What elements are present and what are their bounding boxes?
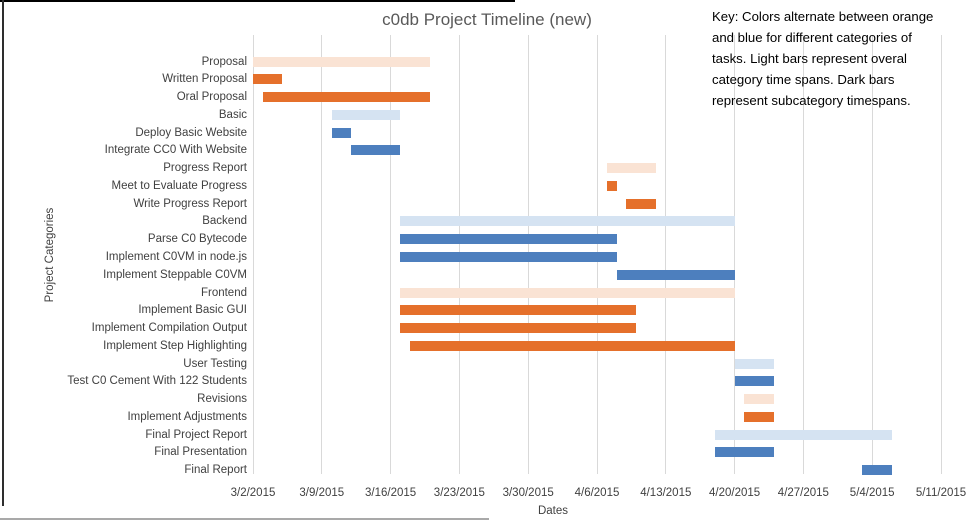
- gantt-bar-subcategory: [351, 145, 401, 156]
- x-tick-label: 4/20/2015: [709, 487, 761, 499]
- gantt-bar-subcategory: [253, 74, 283, 85]
- gantt-bar-category: [714, 429, 892, 440]
- top-border-line: [0, 0, 515, 2]
- gantt-bar-category: [400, 216, 735, 227]
- x-tick-label: 3/16/2015: [365, 487, 417, 499]
- gantt-bar-subcategory: [734, 376, 774, 387]
- legend-key-line: Key: Colors alternate between orange: [712, 9, 934, 24]
- category-label: Deploy Basic Website: [135, 126, 247, 139]
- x-tick-label: 4/13/2015: [640, 487, 692, 499]
- gantt-bar-subcategory: [400, 234, 617, 245]
- gantt-bar-category: [331, 109, 401, 120]
- gantt-bar-category: [734, 358, 774, 369]
- gantt-bar-category: [253, 56, 430, 67]
- legend-key-line: represent subcategory timespans.: [712, 93, 911, 108]
- legend-key-line: tasks. Light bars represent overal: [712, 51, 907, 66]
- gridline: [252, 35, 254, 474]
- gantt-bar-subcategory: [400, 305, 637, 316]
- x-axis-title: Dates: [537, 505, 569, 517]
- category-label: Implement Steppable C0VM: [103, 268, 247, 281]
- category-label: Proposal: [201, 55, 247, 68]
- gantt-bar-category: [400, 287, 735, 298]
- category-label: Backend: [202, 215, 247, 228]
- gantt-bar-subcategory: [714, 447, 774, 458]
- category-label: Implement C0VM in node.js: [105, 251, 247, 263]
- x-tick-label: 4/27/2015: [777, 487, 829, 499]
- gantt-bar-subcategory: [616, 269, 735, 280]
- gridline: [321, 35, 323, 474]
- y-axis-title: Project Categories: [44, 207, 56, 303]
- gantt-bar-subcategory: [862, 465, 892, 476]
- category-label: Basic: [218, 108, 247, 121]
- category-label: Frontend: [200, 286, 247, 299]
- gantt-bar-subcategory: [262, 92, 430, 103]
- gantt-bar-subcategory: [400, 252, 617, 262]
- x-tick-label: 4/6/2015: [574, 487, 620, 499]
- x-tick-label: 3/9/2015: [299, 487, 345, 499]
- category-label: User Testing: [183, 357, 247, 370]
- category-label: Progress Report: [163, 162, 247, 175]
- gantt-bar-category: [606, 163, 656, 174]
- category-label: Implement Basic GUI: [138, 304, 247, 317]
- category-label: Revisions: [197, 393, 247, 406]
- gridline: [802, 35, 804, 474]
- legend-key-line: and blue for different categories of: [712, 30, 912, 45]
- gantt-bar-subcategory: [606, 180, 617, 191]
- category-label: Write Progress Report: [133, 197, 247, 210]
- category-label: Meet to Evaluate Progress: [111, 179, 247, 192]
- x-tick-label: 5/11/2015: [915, 487, 967, 499]
- category-label: Test C0 Cement With 122 Students: [67, 375, 247, 388]
- x-tick-label: 3/23/2015: [433, 487, 485, 499]
- category-label: Implement Adjustments: [127, 410, 247, 423]
- category-label: Parse C0 Bytecode: [147, 233, 247, 246]
- category-label: Oral Proposal: [176, 91, 247, 104]
- legend-key: Key: Colors alternate between orange and…: [712, 6, 962, 111]
- gridline: [390, 35, 392, 474]
- chart-title: c0db Project Timeline (new): [382, 10, 592, 29]
- gantt-bar-subcategory: [410, 340, 735, 351]
- category-label: Final Project Report: [145, 428, 247, 441]
- x-tick-label: 3/2/2015: [230, 487, 276, 499]
- gridline: [940, 35, 942, 474]
- category-label: Implement Compilation Output: [91, 322, 247, 335]
- category-label: Final Report: [184, 464, 247, 477]
- category-label: Written Proposal: [162, 73, 247, 86]
- gridline: [871, 35, 873, 474]
- gridline: [665, 35, 667, 474]
- gantt-bar-subcategory: [331, 127, 352, 138]
- x-tick-label: 5/4/2015: [849, 487, 895, 499]
- left-border-line: [2, 0, 4, 506]
- bottom-border-line: [0, 518, 489, 520]
- x-tick-label: 3/30/2015: [502, 487, 554, 499]
- gantt-bar-subcategory: [400, 323, 637, 334]
- gridline: [734, 35, 736, 474]
- gantt-bar-category: [744, 394, 774, 405]
- legend-key-line: category time spans. Dark bars: [712, 72, 895, 87]
- category-label: Integrate CC0 With Website: [104, 144, 247, 157]
- gantt-bar-subcategory: [744, 411, 774, 422]
- category-label: Implement Step Highlighting: [103, 339, 247, 352]
- category-label: Final Presentation: [154, 446, 247, 459]
- gantt-bar-subcategory: [626, 198, 656, 209]
